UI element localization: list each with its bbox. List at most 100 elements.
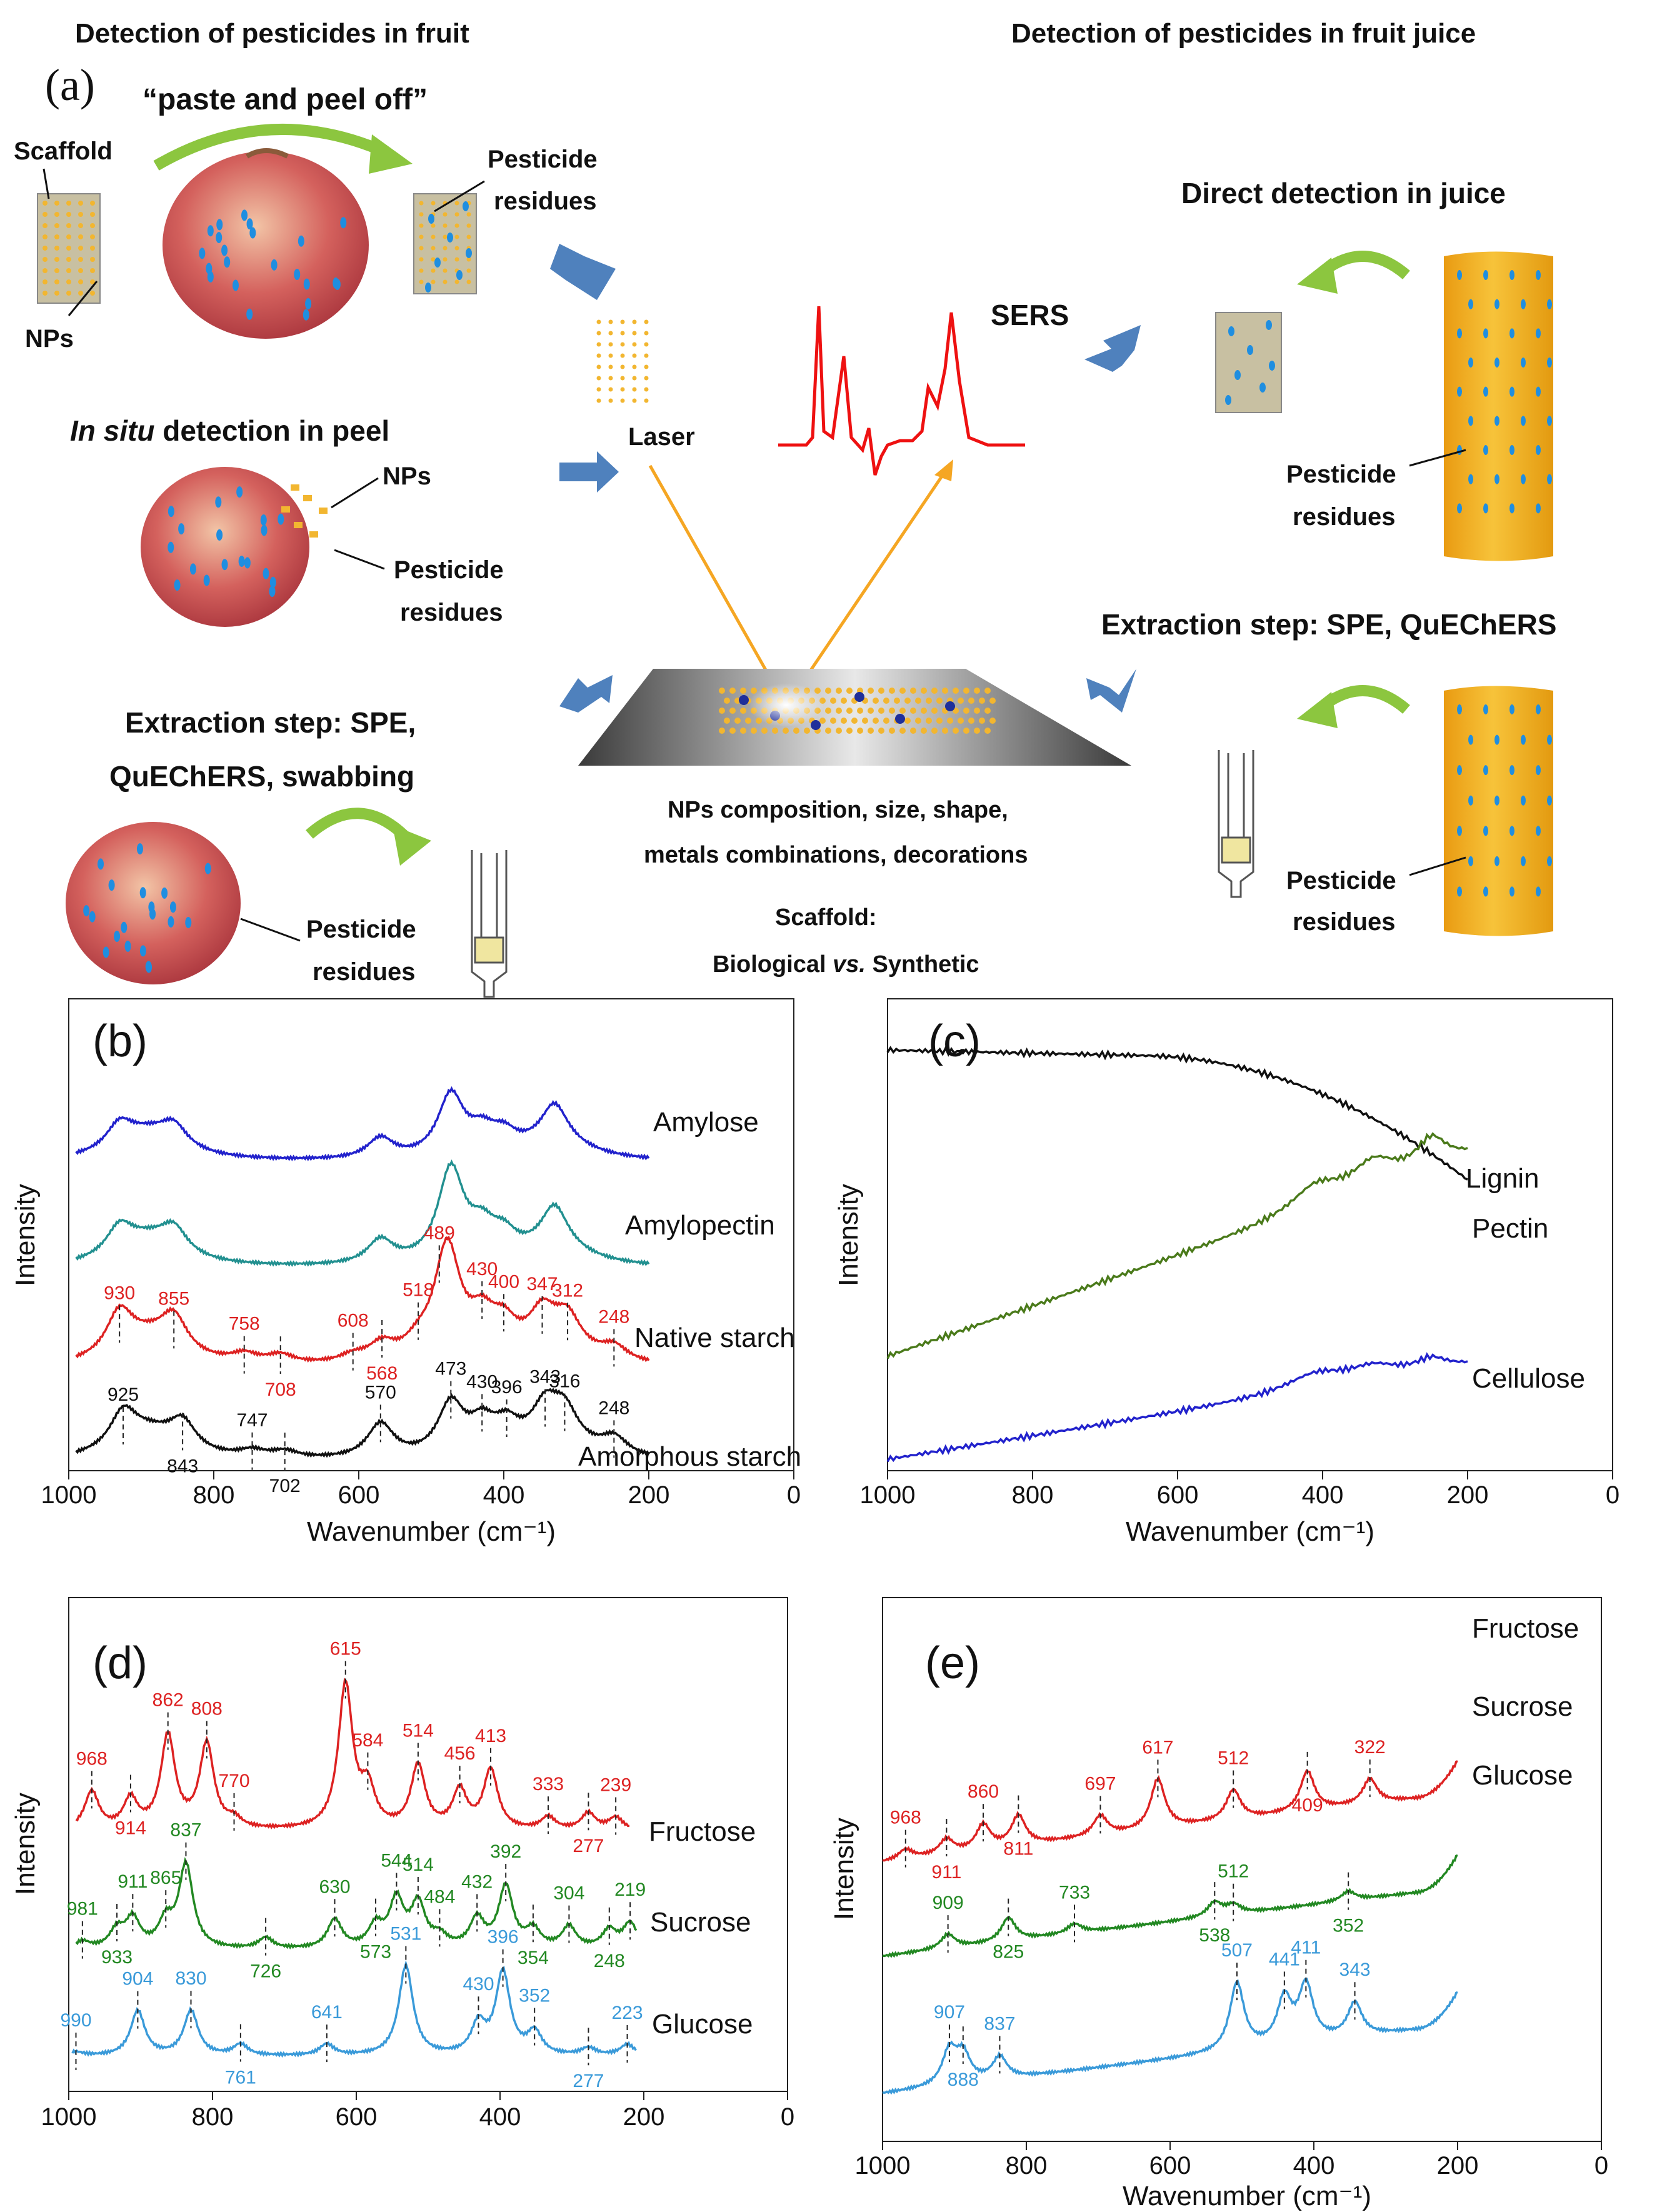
x-tick-label: 1000 xyxy=(860,1481,916,1509)
juice-container-2 xyxy=(1444,686,1553,936)
sheet-dots xyxy=(419,201,472,293)
pesticide-dot xyxy=(98,858,104,870)
np-dot xyxy=(719,688,725,694)
panel-label: (e) xyxy=(925,1638,980,1688)
nps-comp-1: NPs composition, size, shape, xyxy=(668,797,1008,823)
np-dot xyxy=(921,688,927,694)
np-dot xyxy=(958,698,964,704)
x-tick-label: 600 xyxy=(338,1481,380,1509)
paste-peel-label: “paste and peel off” xyxy=(143,83,428,116)
pesticide-dot xyxy=(278,513,284,525)
pesticide-dot xyxy=(1536,445,1541,455)
x-tick-label: 0 xyxy=(787,1481,801,1509)
pesticide-label-5: Pesticide xyxy=(1286,867,1396,894)
pesticide-dot xyxy=(269,586,276,598)
laser-out xyxy=(784,468,949,708)
peak-label: 825 xyxy=(993,1942,1024,1963)
np-dot xyxy=(632,342,637,347)
peak-label: 316 xyxy=(549,1371,580,1391)
spe-cartridge-right xyxy=(1218,750,1254,898)
right-title: Detection of pesticides in fruit juice xyxy=(1011,18,1476,49)
np-dot xyxy=(608,398,613,403)
pesticide-dot xyxy=(216,529,223,541)
series-name-label: Lignin xyxy=(1466,1163,1539,1194)
np-dot xyxy=(974,728,980,734)
pesticide-dot xyxy=(1494,734,1499,745)
np-dot xyxy=(846,688,853,694)
np-dot xyxy=(454,279,459,284)
nps-pointer-2 xyxy=(331,477,379,509)
series-name-label: Amorphous starch xyxy=(578,1441,801,1472)
np-dot xyxy=(466,234,471,239)
pesticide-dot xyxy=(241,209,248,221)
peak-label: 484 xyxy=(424,1886,455,1907)
np-dot xyxy=(979,718,985,724)
np-dot xyxy=(419,268,424,273)
series-line-amylose xyxy=(75,1086,650,1161)
pesticide-dot xyxy=(1225,395,1231,405)
np-dot xyxy=(90,212,95,217)
peak-label: 333 xyxy=(533,1774,564,1794)
pesticide-dot xyxy=(463,201,469,211)
np-dot xyxy=(443,246,448,251)
np-dot xyxy=(620,342,625,347)
np-dot xyxy=(719,708,725,714)
np-dot xyxy=(632,398,637,403)
np-dot xyxy=(596,319,601,324)
np-dot xyxy=(915,718,921,724)
x-tick-label: 400 xyxy=(479,2103,521,2131)
np-dot xyxy=(78,246,83,251)
chart-d: (d) Intensity 1000 800 600 400 200 0 Fructose 968… xyxy=(10,1597,794,2131)
np-dot xyxy=(78,291,83,296)
peak-label: 968 xyxy=(890,1808,921,1828)
pesticide-dot xyxy=(121,921,128,933)
peak-label: 277 xyxy=(573,2071,604,2091)
pesticide-label-3: Pesticide xyxy=(306,916,416,943)
series-name-label: Amylopectin xyxy=(625,1210,775,1241)
np-dot xyxy=(90,268,95,273)
pesticide-dot xyxy=(1483,886,1488,897)
chart-e: (e) Intensity 1000 800 600 400 200 0 Wavenumber … xyxy=(829,1597,1608,2211)
pesticide-dot xyxy=(1536,270,1541,280)
np-dot xyxy=(931,728,938,734)
blue-arrow-4 xyxy=(1084,325,1141,372)
np-dot xyxy=(620,331,625,336)
pesticide-dot xyxy=(249,227,256,239)
peak-label: 396 xyxy=(491,1377,523,1398)
pesticide-dot xyxy=(1536,704,1541,714)
residues-label-4: residues xyxy=(1293,503,1396,531)
green-curved-arrow-top xyxy=(153,124,390,171)
nps-pointer xyxy=(68,281,98,316)
series-name-label: Fructose xyxy=(649,1816,756,1847)
np-dot xyxy=(608,331,613,336)
pesticide-dot xyxy=(221,559,228,571)
pesticide-dot xyxy=(216,232,223,244)
np-dot xyxy=(454,246,459,251)
peak-label: 432 xyxy=(461,1871,493,1892)
np-dot xyxy=(419,246,424,251)
x-tick-label: 200 xyxy=(1437,2152,1479,2179)
peak-label: 911 xyxy=(118,1871,148,1892)
peak-label: 615 xyxy=(330,1639,361,1659)
np-dot xyxy=(443,212,448,217)
x-axis-label: Wavenumber (cm⁻¹) xyxy=(307,1516,556,1547)
np-dot xyxy=(926,698,932,704)
np-dot xyxy=(873,718,879,724)
series-line-cellulose xyxy=(886,1352,1468,1463)
panel-a-label: (a) xyxy=(45,60,95,110)
pesticide-dot xyxy=(1468,856,1473,866)
peak-label: 312 xyxy=(552,1280,583,1301)
peak-label: 413 xyxy=(475,1726,506,1746)
np-dot xyxy=(419,201,424,206)
np-dot xyxy=(431,246,436,251)
pesticide-dot xyxy=(1509,503,1514,514)
apple-middle xyxy=(141,467,328,627)
series-line-sucrose xyxy=(75,1856,638,1949)
series-name-label: Glucose xyxy=(652,2009,753,2039)
np-dot xyxy=(54,234,59,239)
np-dot xyxy=(596,331,601,336)
np-dot xyxy=(632,319,637,324)
np-dot xyxy=(841,718,847,724)
np-dot xyxy=(66,212,71,217)
np-dot xyxy=(724,698,730,704)
